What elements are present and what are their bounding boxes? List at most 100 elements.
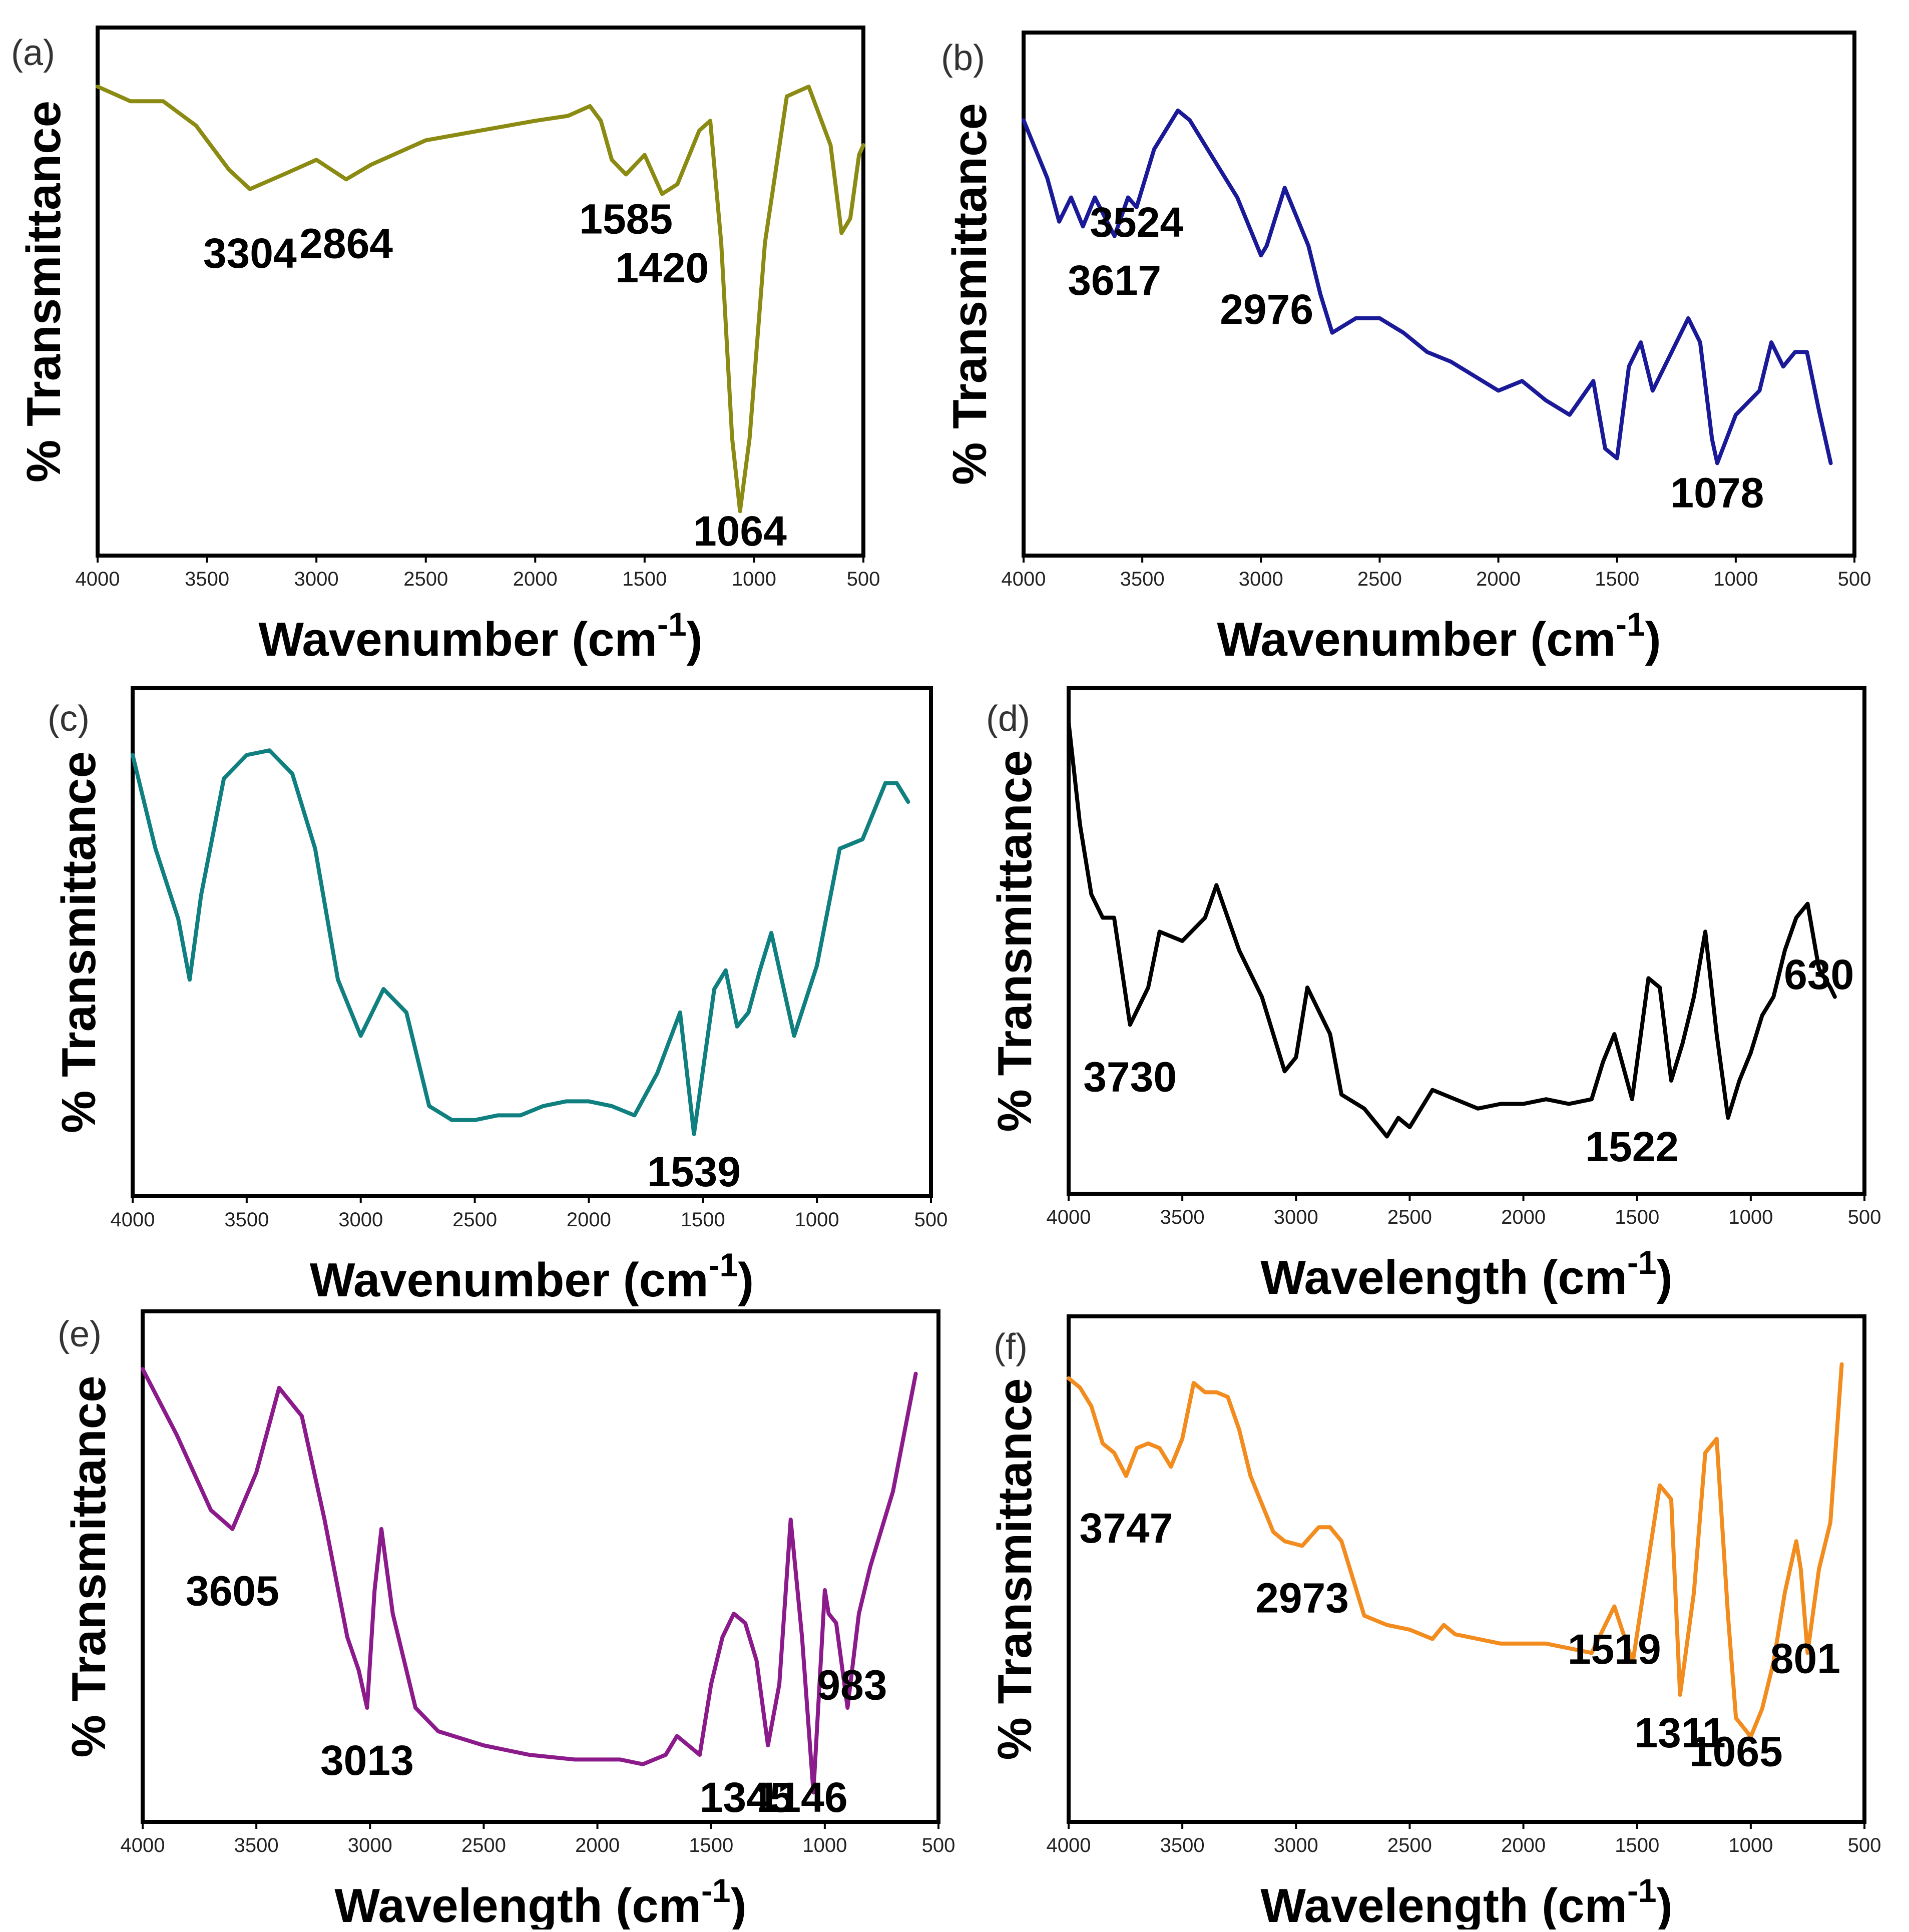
x-tick-label: 1500 [689,1834,733,1856]
peak-label: 1078 [1670,469,1764,517]
x-tick-label: 3000 [348,1834,392,1856]
x-tick-label: 3500 [185,568,229,590]
x-axis-label: Wavenumber (cm-1) [258,606,702,666]
x-tick-label: 3000 [1274,1206,1318,1228]
x-tick-label: 2500 [1387,1206,1432,1228]
peak-label: 1345 [700,1774,793,1821]
x-tick-label: 500 [922,1834,956,1856]
spectrum-line [96,85,865,514]
x-tick-label: 500 [1838,568,1871,590]
x-tick-label: 2500 [461,1834,506,1856]
x-tick-label: 3000 [1239,568,1283,590]
x-tick-label: 4000 [1002,568,1046,590]
x-tick-label: 1500 [1615,1834,1659,1856]
x-tick-label: 3000 [338,1209,383,1231]
plot-frame [1067,686,1866,1196]
x-axis-label: Wavelength (cm-1) [334,1872,746,1929]
x-tick-label: 3000 [1274,1834,1318,1856]
plot-frame [141,1309,940,1824]
y-axis-label: % Transmittance [17,101,71,482]
peak-label: 1522 [1585,1123,1679,1170]
peak-label: 3605 [186,1568,279,1615]
y-axis-label: % Transmittance [988,750,1042,1132]
x-tick-label: 4000 [76,568,120,590]
x-axis-label: Wavenumber (cm-1) [310,1246,754,1307]
x-tick-label: 1000 [1728,1834,1773,1856]
x-tick-label: 4000 [1047,1834,1091,1856]
panel-label: (c) [48,699,90,739]
peak-label: 3747 [1079,1505,1173,1552]
peak-label: 1064 [693,508,787,555]
x-tick-label: 1000 [732,568,776,590]
panel-label: (f) [994,1327,1028,1367]
y-axis-label: % Transmittance [943,103,997,485]
peak-label: 3304 [203,230,297,277]
peak-label: 983 [817,1662,887,1709]
peak-label: 1146 [756,1774,847,1821]
x-tick-label: 2500 [1387,1834,1432,1856]
x-tick-label: 3500 [224,1209,269,1231]
x-axis-label: Wavelength (cm-1) [1260,1872,1672,1929]
peak-label: 1311 [1634,1709,1725,1756]
y-axis-label: % Transmittance [62,1376,116,1758]
peak-label: 2976 [1220,286,1313,333]
x-tick-label: 1000 [795,1209,839,1231]
x-tick-label: 3500 [234,1834,279,1856]
peak-label: 2864 [299,220,393,267]
x-tick-label: 2000 [1501,1834,1546,1856]
x-tick-label: 1500 [622,568,667,590]
spectrum-line [131,748,910,1136]
peak-label: 1065 [1689,1728,1783,1775]
x-tick-label: 4000 [121,1834,165,1856]
x-tick-label: 4000 [1047,1206,1091,1228]
spectrum-line [1067,720,1837,1139]
peak-label: 3013 [320,1737,414,1784]
plot-frame [1022,31,1856,558]
x-tick-label: 2000 [1476,568,1521,590]
x-tick-label: 1500 [1595,568,1639,590]
peak-label: 630 [1784,951,1854,998]
peak-label: 801 [1770,1635,1840,1682]
plot-frame [131,686,933,1198]
x-tick-label: 2500 [452,1209,497,1231]
panel-label: (e) [58,1314,102,1354]
peak-label: 3730 [1083,1053,1177,1100]
x-tick-label: 1000 [1728,1206,1773,1228]
y-axis-label: % Transmittance [988,1378,1042,1760]
peak-label: 1420 [615,244,709,291]
panel-label: (b) [941,38,985,78]
plot-frame [1067,1314,1866,1824]
peak-label: 2973 [1255,1575,1349,1622]
x-tick-label: 3500 [1160,1834,1205,1856]
spectrum-line [1067,1362,1844,1739]
x-tick-label: 4000 [111,1209,155,1231]
x-tick-label: 500 [914,1209,948,1231]
x-tick-label: 1500 [681,1209,725,1231]
x-tick-label: 1500 [1615,1206,1659,1228]
x-tick-label: 3500 [1120,568,1165,590]
peak-label: 1519 [1568,1626,1661,1673]
x-tick-label: 3500 [1160,1206,1205,1228]
x-tick-label: 2500 [1357,568,1402,590]
x-tick-label: 1000 [1713,568,1758,590]
x-tick-label: 1000 [802,1834,847,1856]
peak-label: 3524 [1090,199,1183,246]
peak-label: 3617 [1068,257,1161,304]
peak-label: 1585 [579,196,673,243]
panel-label: (d) [986,699,1030,739]
plot-frame [96,26,865,558]
x-tick-label: 500 [847,568,880,590]
spectrum-line [1022,108,1833,465]
peak-label: 1539 [647,1148,741,1195]
x-tick-label: 2000 [1501,1206,1546,1228]
panel-label: (a) [11,33,55,73]
x-tick-label: 3000 [294,568,339,590]
x-tick-label: 500 [1848,1206,1881,1228]
x-tick-label: 2500 [403,568,448,590]
x-tick-label: 500 [1848,1834,1881,1856]
y-axis-label: % Transmittance [52,751,106,1133]
x-axis-label: Wavelength (cm-1) [1260,1244,1672,1304]
x-axis-label: Wavenumber (cm-1) [1217,606,1661,666]
